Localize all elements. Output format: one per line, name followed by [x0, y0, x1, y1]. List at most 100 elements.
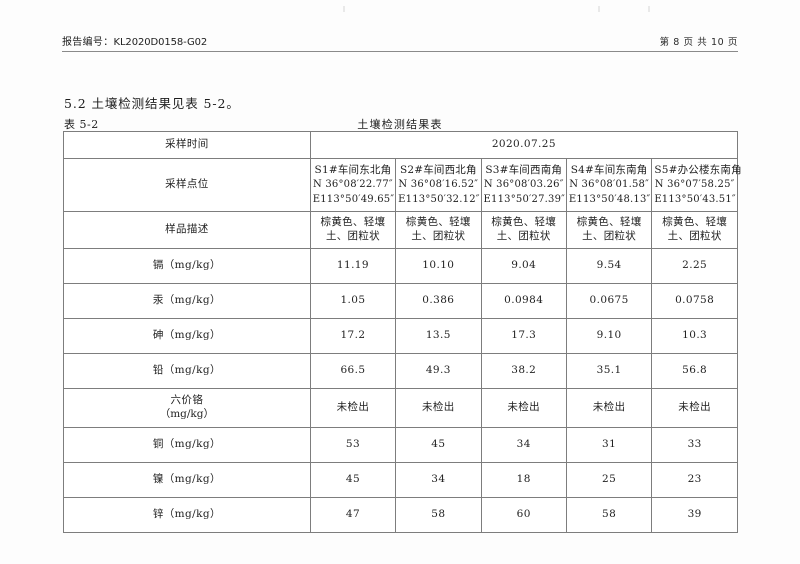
- row-label-cadmium: 镉（mg/kg）: [63, 248, 311, 284]
- site-latitude-3: N 36°08′03.26″: [483, 179, 564, 191]
- cell-description-2: 棕黄色、轻壤土、团粒状: [395, 211, 482, 249]
- cell-nickel-5: 23: [651, 462, 738, 498]
- cell-arsenic-4: 9.10: [565, 318, 653, 354]
- cr6-label-line1: 六价铬: [170, 394, 204, 407]
- cell-site-4: S4#车间东南角 N 36°08′01.58″ E113°50′48.13″: [565, 158, 653, 212]
- cell-site-1: S1#车间东北角 N 36°08′22.77″ E113°50′49.65″: [309, 158, 397, 212]
- cell-arsenic-3: 17.3: [480, 318, 567, 354]
- site-latitude-1: N 36°08′22.77″: [313, 179, 393, 191]
- table-row-cadmium: 镉（mg/kg） 11.19 10.10 9.04 9.54 2.25: [63, 248, 738, 284]
- cell-cadmium-2: 10.10: [395, 248, 482, 284]
- site-longitude-3: E113°50′27.39″: [483, 193, 566, 205]
- table-row-sampling-site: 采样点位 S1#车间东北角 N 36°08′22.77″ E113°50′49.…: [63, 158, 742, 212]
- site-latitude-4: N 36°08′01.58″: [569, 179, 650, 191]
- table-caption: 土壤检测结果表: [357, 118, 443, 131]
- soil-results-table: 采样时间 2020.07.25 采样点位 S1#车间东北角 N 36°08′22…: [63, 131, 742, 533]
- description-text-5: 棕黄色、轻壤土、团粒状: [662, 216, 728, 243]
- description-text-1: 棕黄色、轻壤土、团粒状: [320, 216, 386, 243]
- cell-description-3: 棕黄色、轻壤土、团粒状: [480, 211, 567, 249]
- cell-zinc-4: 58: [565, 497, 653, 533]
- site-longitude-1: E113°50′49.65″: [312, 193, 395, 205]
- cell-mercury-4: 0.0675: [565, 283, 653, 319]
- cell-lead-4: 35.1: [565, 353, 653, 389]
- cell-nickel-1: 45: [309, 462, 397, 498]
- site-longitude-4: E113°50′48.13″: [568, 193, 651, 205]
- cell-lead-5: 56.8: [651, 353, 738, 389]
- cell-mercury-1: 1.05: [309, 283, 397, 319]
- cell-cr6-3: 未检出: [480, 388, 567, 428]
- cell-cadmium-3: 9.04: [480, 248, 567, 284]
- scan-artifact: [648, 6, 650, 12]
- site-name-5: S5#办公楼东南角: [654, 163, 742, 176]
- section-heading: 5.2 土壤检测结果见表 5-2。: [64, 96, 240, 111]
- cell-copper-5: 33: [651, 427, 738, 463]
- row-label-hexavalent-chromium: 六价铬 （mg/kg）: [63, 388, 311, 428]
- cell-lead-2: 49.3: [395, 353, 482, 389]
- row-label-sample-description: 样品描述: [63, 211, 311, 249]
- table-row-nickel: 镍（mg/kg） 45 34 18 25 23: [63, 462, 738, 498]
- row-label-lead: 铅（mg/kg）: [63, 353, 311, 389]
- table-row-zinc: 锌（mg/kg） 47 58 60 58 39: [63, 497, 738, 533]
- cell-nickel-4: 25: [565, 462, 653, 498]
- cell-site-2: S2#车间西北角 N 36°08′16.52″ E113°50′32.12″: [395, 158, 482, 212]
- report-number-value: KL2020D0158-G02: [113, 37, 208, 48]
- cell-zinc-2: 58: [395, 497, 482, 533]
- row-label-sampling-site: 采样点位: [63, 158, 311, 212]
- table-row-sample-description: 样品描述 棕黄色、轻壤土、团粒状 棕黄色、轻壤土、团粒状 棕黄色、轻壤土、团粒状…: [63, 211, 738, 249]
- cell-zinc-3: 60: [480, 497, 567, 533]
- site-latitude-5: N 36°07′58.25″: [654, 179, 735, 191]
- site-name-1: S1#车间东北角: [314, 163, 392, 176]
- cell-arsenic-2: 13.5: [395, 318, 482, 354]
- row-label-copper: 铜（mg/kg）: [63, 427, 311, 463]
- row-label-zinc: 锌（mg/kg）: [63, 497, 311, 533]
- table-row-mercury: 汞（mg/kg） 1.05 0.386 0.0984 0.0675 0.0758: [63, 283, 738, 319]
- cell-mercury-3: 0.0984: [480, 283, 567, 319]
- page-indicator: 第 8 页 共 10 页: [659, 37, 738, 48]
- cr6-label-line2: （mg/kg）: [159, 408, 215, 420]
- cell-nickel-3: 18: [480, 462, 567, 498]
- site-latitude-2: N 36°08′16.52″: [398, 179, 479, 191]
- cell-description-5: 棕黄色、轻壤土、团粒状: [651, 211, 738, 249]
- site-name-2: S2#车间西北角: [399, 163, 477, 176]
- cell-cr6-5: 未检出: [651, 388, 738, 428]
- cell-arsenic-1: 17.2: [309, 318, 397, 354]
- scan-artifact: [598, 6, 600, 12]
- cell-description-4: 棕黄色、轻壤土、团粒状: [565, 211, 653, 249]
- description-text-4: 棕黄色、轻壤土、团粒状: [576, 216, 642, 243]
- cell-description-1: 棕黄色、轻壤土、团粒状: [309, 211, 397, 249]
- table-number-label: 表 5-2: [64, 118, 99, 131]
- cell-cr6-1: 未检出: [309, 388, 397, 428]
- cell-arsenic-5: 10.3: [651, 318, 738, 354]
- cell-mercury-2: 0.386: [395, 283, 482, 319]
- table-row-copper: 铜（mg/kg） 53 45 34 31 33: [63, 427, 738, 463]
- cell-zinc-5: 39: [651, 497, 738, 533]
- cell-nickel-2: 34: [395, 462, 482, 498]
- table-row-lead: 铅（mg/kg） 66.5 49.3 38.2 35.1 56.8: [63, 353, 738, 389]
- cell-site-3: S3#车间西南角 N 36°08′03.26″ E113°50′27.39″: [480, 158, 567, 212]
- row-label-arsenic: 砷（mg/kg）: [63, 318, 311, 354]
- row-label-mercury: 汞（mg/kg）: [63, 283, 311, 319]
- cell-mercury-5: 0.0758: [651, 283, 738, 319]
- table-row-hexavalent-chromium: 六价铬 （mg/kg） 未检出 未检出 未检出 未检出 未检出: [63, 388, 738, 428]
- row-label-nickel: 镍（mg/kg）: [63, 462, 311, 498]
- cell-sampling-time-value: 2020.07.25: [309, 131, 739, 159]
- cell-cadmium-5: 2.25: [651, 248, 738, 284]
- cell-cadmium-4: 9.54: [565, 248, 653, 284]
- table-row-sampling-time: 采样时间 2020.07.25: [63, 131, 739, 159]
- cell-copper-4: 31: [565, 427, 653, 463]
- cell-copper-3: 34: [480, 427, 567, 463]
- cell-cr6-4: 未检出: [565, 388, 653, 428]
- soil-results-table-wrapper: 采样时间 2020.07.25 采样点位 S1#车间东北角 N 36°08′22…: [63, 131, 742, 533]
- site-name-4: S4#车间东南角: [570, 163, 648, 176]
- cell-cr6-2: 未检出: [395, 388, 482, 428]
- cell-copper-1: 53: [309, 427, 397, 463]
- site-longitude-2: E113°50′32.12″: [398, 193, 480, 205]
- table-row-arsenic: 砷（mg/kg） 17.2 13.5 17.3 9.10 10.3: [63, 318, 738, 354]
- scan-artifact: [343, 6, 345, 12]
- description-text-2: 棕黄色、轻壤土、团粒状: [405, 216, 471, 243]
- cell-copper-2: 45: [395, 427, 482, 463]
- cell-site-5: S5#办公楼东南角 N 36°07′58.25″ E113°50′43.51″: [651, 158, 742, 212]
- cell-lead-1: 66.5: [309, 353, 397, 389]
- report-number: 报告编号：KL2020D0158-G02: [62, 33, 207, 48]
